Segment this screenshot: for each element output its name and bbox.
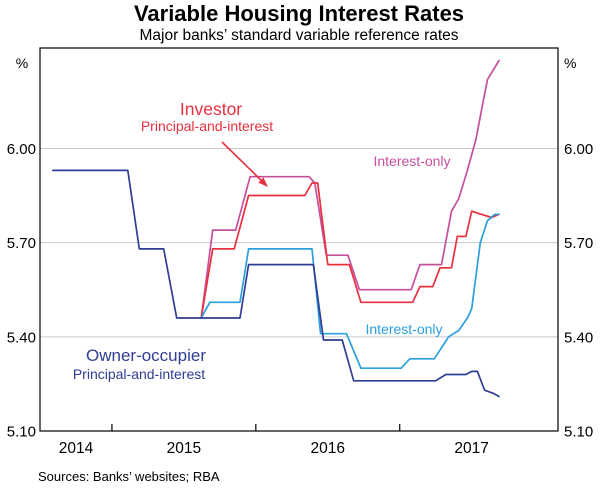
plot-frame (39, 47, 559, 432)
y-tick-label-right: 5.40 (564, 329, 593, 346)
series-owner-occupier-principal-and-interest-line (52, 169, 500, 398)
y-tick-label-right: 5.10 (564, 424, 593, 441)
x-axis-year-label: 2015 (167, 440, 201, 457)
y-tick-label-left: 6.00 (7, 141, 36, 158)
annotation-owner-io-label: Interest-only (365, 321, 442, 337)
series-investor-interest-only-line (200, 59, 500, 319)
y-tick-label-right: 5.70 (564, 235, 593, 252)
unit-label-right: % (564, 55, 576, 71)
annotation-owner-occupier-label: Owner-occupier (86, 346, 206, 365)
y-tick-label-left: 5.40 (7, 329, 36, 346)
investor-arrow-line (221, 141, 263, 182)
investor-arrow-head (258, 177, 268, 187)
y-tick-label-right: 6.00 (564, 141, 593, 158)
annotation-owner-occupier-sublabel: Principal-and-interest (73, 366, 205, 382)
annotation-investor-label: Investor (180, 99, 242, 119)
chart-subtitle: Major banks’ standard variable reference… (139, 27, 459, 44)
x-axis-year-label: 2017 (454, 440, 488, 457)
x-axis-year-label: 2016 (311, 440, 345, 457)
series-owner-occupier-interest-only-line (200, 213, 500, 370)
series-investor-principal-and-interest-line (200, 182, 500, 319)
sources-note: Sources: Banks’ websites; RBA (38, 469, 220, 484)
x-axis-year-label: 2014 (59, 440, 94, 457)
annotation-investor-io-label: Interest-only (373, 153, 450, 169)
unit-label-left: % (16, 55, 28, 71)
chart-title: Variable Housing Interest Rates (133, 1, 465, 26)
annotation-investor-sublabel: Principal-and-interest (141, 118, 273, 134)
y-tick-label-left: 5.10 (7, 424, 36, 441)
y-tick-label-left: 5.70 (7, 235, 36, 252)
